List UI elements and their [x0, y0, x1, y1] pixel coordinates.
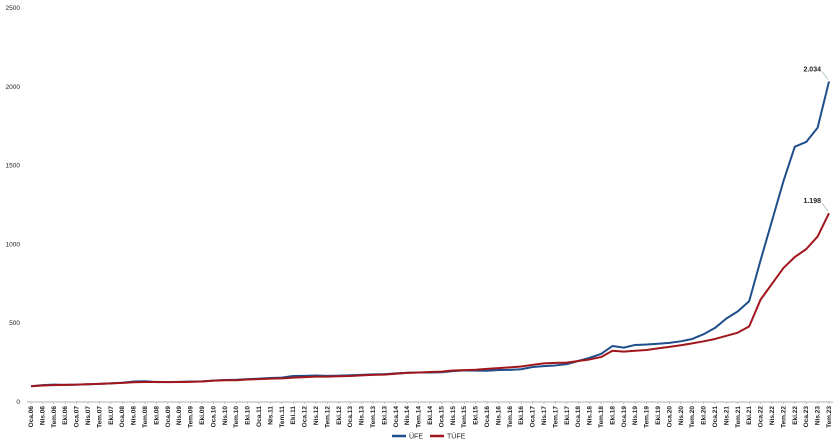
- x-tick-label: Eki.12: [336, 406, 343, 425]
- x-tick-label: Tem.10: [233, 406, 240, 428]
- x-tick-label: Tem.20: [689, 406, 696, 428]
- x-tick-label: Oca.12: [302, 406, 309, 428]
- x-tick-label: Tem.21: [735, 406, 742, 428]
- x-tick-label: Nis.16: [495, 406, 502, 426]
- x-tick-label: Tem.06: [51, 406, 58, 428]
- x-tick-label: Tem.23: [826, 406, 833, 428]
- x-tick-label: Nis.17: [541, 406, 548, 426]
- x-tick-label: Eki.15: [473, 406, 480, 425]
- x-tick-label: Nis.14: [404, 406, 411, 426]
- x-tick-label: Nis.21: [723, 406, 730, 426]
- x-tick-label: Oca.14: [393, 406, 400, 428]
- x-tick-label: Oca.22: [758, 406, 765, 428]
- x-tick-label: Eki.20: [701, 406, 708, 425]
- x-tick-label: Oca.15: [438, 406, 445, 428]
- x-tick-label: Eki.22: [792, 406, 799, 425]
- x-tick-label: Nis.20: [678, 406, 685, 426]
- legend-label: ÜFE: [409, 433, 423, 441]
- x-tick-label: Eki.08: [153, 406, 160, 425]
- x-tick-label: Nis.18: [587, 406, 594, 426]
- x-tick-label: Eki.18: [609, 406, 616, 425]
- leader-line: [821, 71, 829, 80]
- x-tick-label: Tem.15: [461, 406, 468, 428]
- x-tick-label: Oca.06: [28, 406, 35, 428]
- x-tick-label: Nis.07: [85, 406, 92, 426]
- x-tick-label: Tem.16: [507, 406, 514, 428]
- x-tick-label: Tem.22: [780, 406, 787, 428]
- x-tick-label: Eki.14: [427, 406, 434, 425]
- x-tick-label: Eki.16: [518, 406, 525, 425]
- x-tick-label: Nis.10: [222, 406, 229, 426]
- x-tick-label: Eki.17: [564, 406, 571, 425]
- x-tick-label: Nis.08: [131, 406, 138, 426]
- x-tick-label: Oca.11: [256, 406, 263, 427]
- x-tick-label: Nis.12: [313, 406, 320, 426]
- y-tick-label: 1000: [6, 241, 21, 248]
- x-tick-label: Nis.06: [39, 406, 46, 426]
- x-tick-label: Tem.18: [598, 406, 605, 428]
- x-tick-label: Tem.19: [644, 406, 651, 428]
- x-tick-label: Eki.13: [381, 406, 388, 425]
- leader-line: [821, 203, 829, 212]
- y-tick-label: 0: [16, 399, 20, 406]
- x-tick-label: Oca.09: [165, 406, 172, 428]
- x-tick-label: Oca.10: [210, 406, 217, 428]
- x-tick-label: Oca.13: [347, 406, 354, 428]
- x-tick-label: Nis.19: [632, 406, 639, 426]
- y-tick-label: 2500: [6, 5, 21, 12]
- x-tick-label: Oca.16: [484, 406, 491, 428]
- data-label: 2.034: [803, 66, 821, 73]
- x-tick-label: Tem.12: [324, 406, 331, 428]
- x-tick-label: Eki.19: [655, 406, 662, 425]
- x-tick-label: Eki.10: [245, 406, 252, 425]
- x-tick-label: Nis.22: [769, 406, 776, 426]
- x-tick-label: Tem.14: [416, 406, 423, 428]
- x-tick-label: Eki.09: [199, 406, 206, 425]
- x-tick-label: Oca.08: [119, 406, 126, 428]
- x-tick-label: Oca.21: [712, 406, 719, 428]
- data-label: 1.198: [803, 198, 821, 205]
- x-tick-label: Nis.11: [267, 406, 274, 425]
- y-tick-label: 500: [9, 320, 20, 327]
- x-tick-label: Tem.17: [552, 406, 559, 428]
- x-tick-label: Tem.09: [188, 406, 195, 428]
- x-tick-label: Oca.19: [621, 406, 628, 428]
- x-tick-label: Tem.11: [279, 406, 286, 428]
- x-tick-label: Oca.20: [666, 406, 673, 428]
- x-tick-label: Oca.23: [803, 406, 810, 428]
- x-tick-label: Tem.08: [142, 406, 149, 428]
- x-tick-label: Nis.23: [815, 406, 822, 426]
- x-tick-label: Nis.15: [450, 406, 457, 426]
- x-tick-label: Eki.07: [108, 406, 115, 425]
- x-tick-label: Nis.13: [359, 406, 366, 426]
- x-tick-label: Eki.21: [746, 406, 753, 425]
- x-tick-label: Tem.13: [370, 406, 377, 428]
- x-tick-label: Oca.07: [74, 406, 81, 428]
- x-tick-label: Eki.06: [62, 406, 69, 425]
- x-tick-label: Eki.11: [290, 406, 297, 425]
- x-tick-label: Tem.07: [96, 406, 103, 428]
- legend-label: TÜFE: [447, 433, 466, 441]
- x-tick-label: Nis.09: [176, 406, 183, 426]
- x-tick-label: Oca.17: [530, 406, 537, 428]
- y-tick-label: 1500: [6, 163, 21, 170]
- y-tick-label: 2000: [6, 84, 21, 91]
- x-tick-label: Oca.18: [575, 406, 582, 428]
- series-line: [30, 212, 830, 388]
